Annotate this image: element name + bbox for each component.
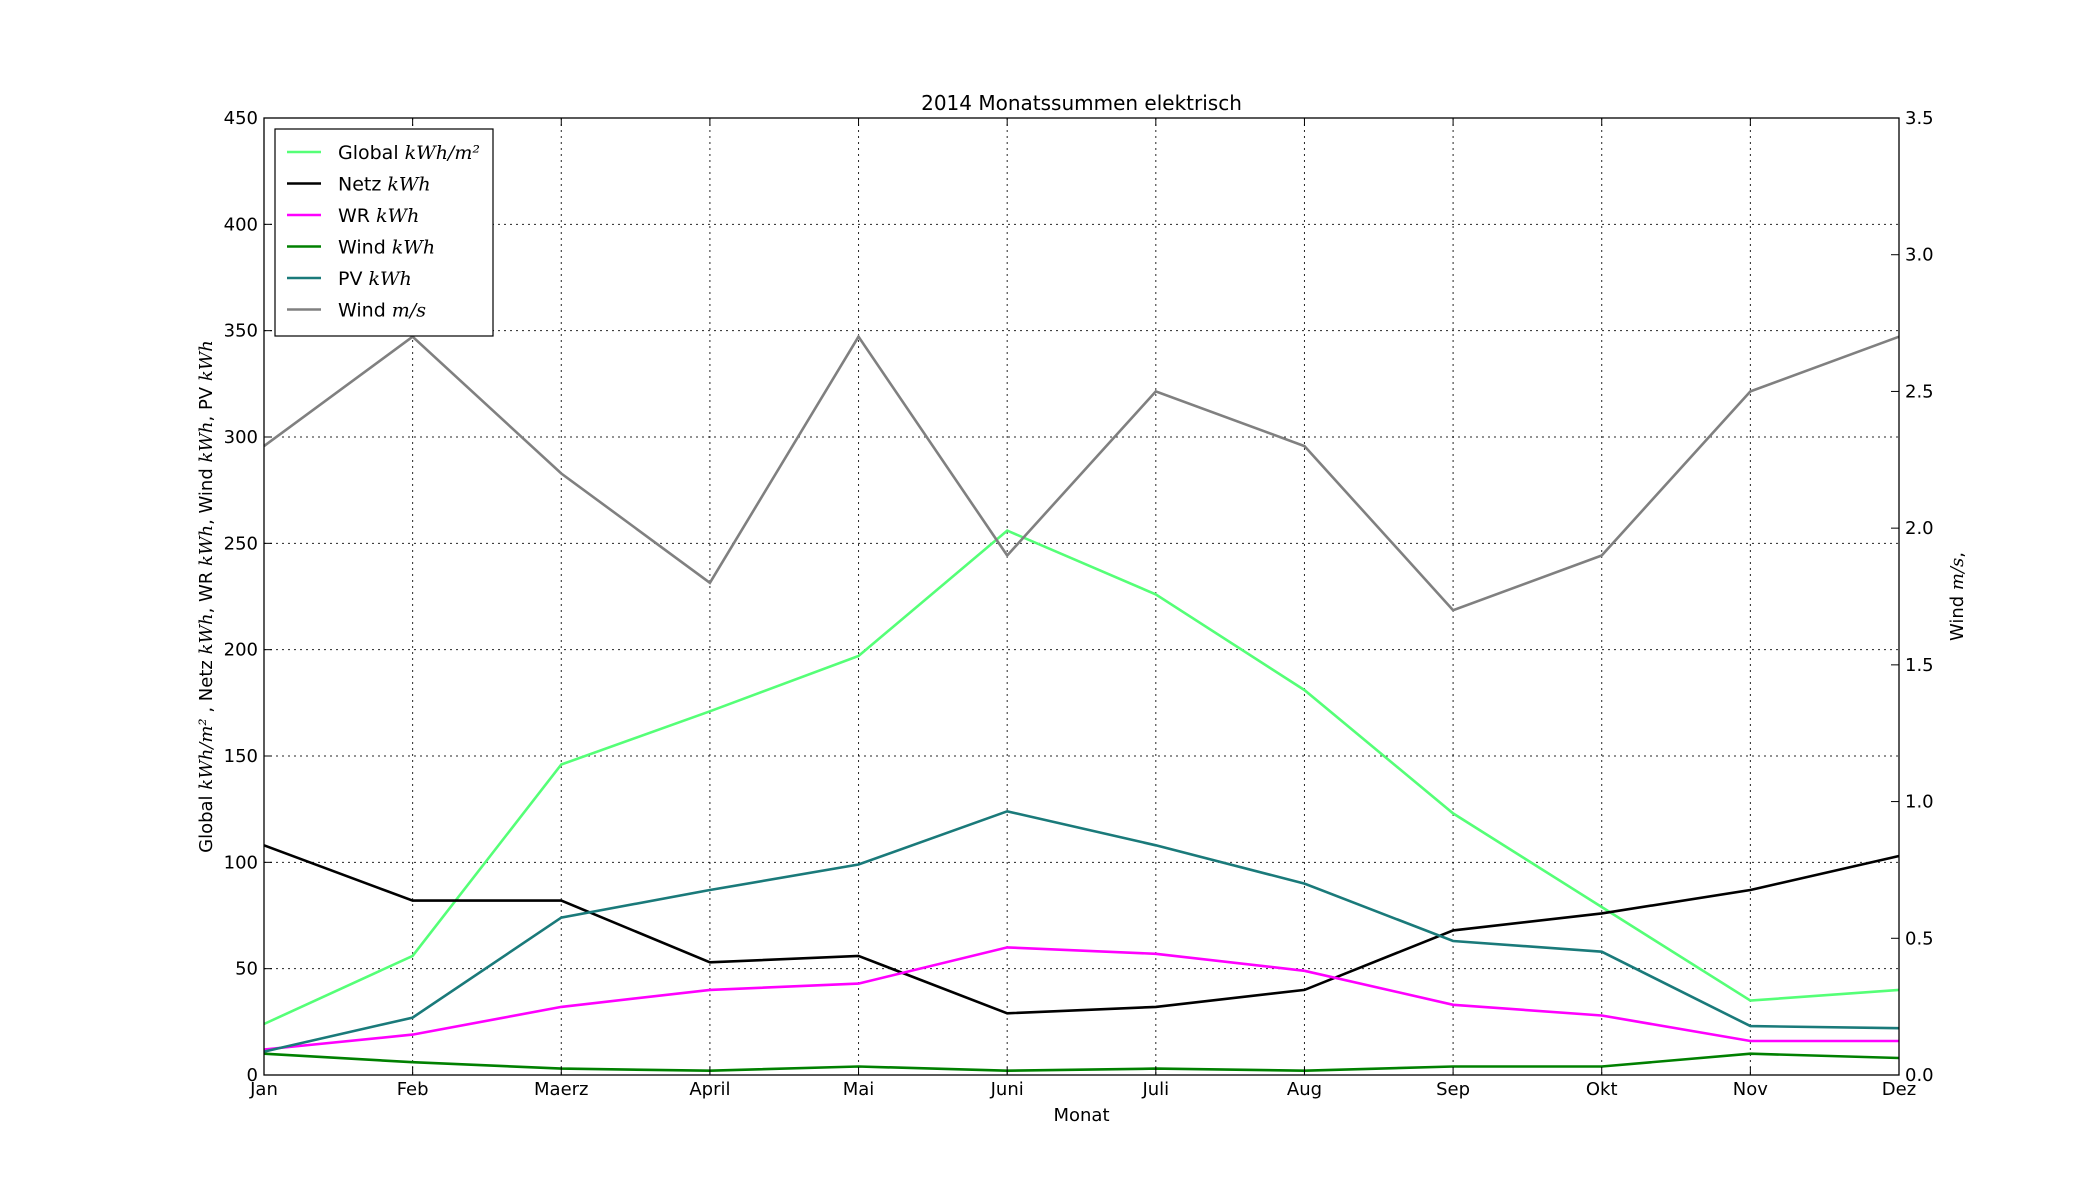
legend-label: WR kWh bbox=[338, 205, 419, 227]
y-left-tick-label: 100 bbox=[224, 852, 258, 873]
y-left-tick-label: 0 bbox=[247, 1065, 258, 1086]
legend-label: Global kWh/m² bbox=[338, 142, 480, 164]
x-tick-label: Sep bbox=[1436, 1079, 1470, 1100]
x-tick-label: Aug bbox=[1287, 1079, 1322, 1100]
y-left-tick-label: 150 bbox=[224, 746, 258, 767]
y-right-tick-label: 2.0 bbox=[1905, 518, 1934, 539]
y-left-tick-label: 300 bbox=[224, 427, 258, 448]
x-tick-label: Maerz bbox=[534, 1079, 588, 1100]
x-tick-label: Feb bbox=[397, 1079, 429, 1100]
x-tick-label: Okt bbox=[1586, 1079, 1618, 1100]
y-right-tick-label: 0.5 bbox=[1905, 928, 1934, 949]
chart-title: 2014 Monatssummen elektrisch bbox=[921, 91, 1242, 115]
y-right-tick-label: 3.5 bbox=[1905, 108, 1934, 129]
legend-label: Wind kWh bbox=[338, 237, 435, 259]
y-left-tick-label: 400 bbox=[224, 214, 258, 235]
y-left-tick-label: 50 bbox=[235, 959, 258, 980]
y-right-tick-label: 2.5 bbox=[1905, 381, 1934, 402]
y-right-tick-label: 1.0 bbox=[1905, 792, 1934, 813]
legend-label: PV kWh bbox=[338, 268, 412, 290]
x-tick-label: Nov bbox=[1733, 1079, 1768, 1100]
y-left-tick-label: 450 bbox=[224, 108, 258, 129]
y-right-axis-title: Wind m/s, bbox=[1947, 552, 1968, 641]
legend-label: Netz kWh bbox=[338, 174, 431, 196]
x-axis-title: Monat bbox=[1053, 1105, 1109, 1126]
legend: Global kWh/m² Netz kWh WR kWh Wind kWh PV kW… bbox=[275, 129, 493, 336]
x-tick-label: April bbox=[689, 1079, 730, 1100]
y-left-tick-label: 350 bbox=[224, 321, 258, 342]
y-left-axis-title: Global kWh/m² , Netz kWh, WR kWh, Wind k… bbox=[196, 340, 217, 853]
x-tick-label: Juni bbox=[990, 1079, 1024, 1100]
x-tick-label: Mai bbox=[843, 1079, 875, 1100]
y-left-tick-label: 250 bbox=[224, 533, 258, 554]
y-left-tick-label: 200 bbox=[224, 640, 258, 661]
y-right-tick-label: 3.0 bbox=[1905, 245, 1934, 266]
y-right-tick-label: 1.5 bbox=[1905, 655, 1934, 676]
x-tick-label: Juli bbox=[1141, 1079, 1169, 1100]
legend-label: Wind m/s bbox=[338, 300, 426, 322]
y-right-tick-label: 0.0 bbox=[1905, 1065, 1934, 1086]
